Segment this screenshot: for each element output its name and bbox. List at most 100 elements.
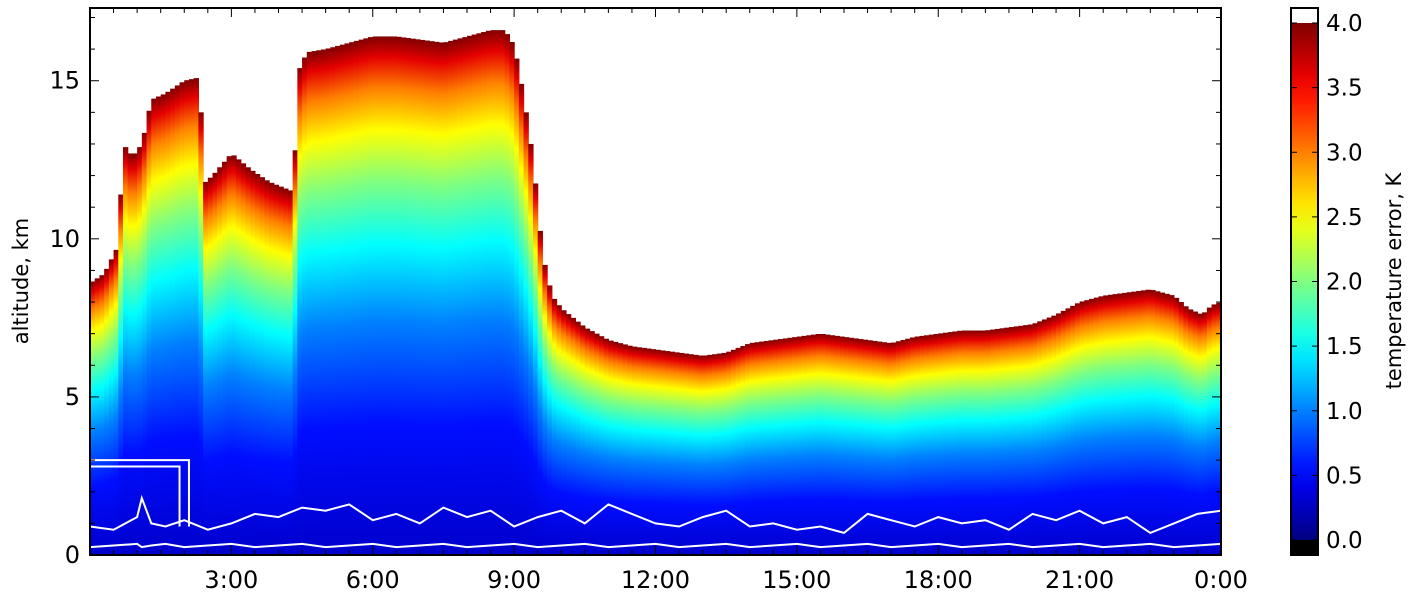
heatmap-column <box>184 80 190 555</box>
y-tick-label: 0 <box>65 541 80 569</box>
heatmap-column <box>806 335 812 555</box>
heatmap-column <box>99 275 105 555</box>
heatmap-column <box>1084 300 1090 555</box>
heatmap-column <box>537 230 543 555</box>
heatmap-column <box>928 334 935 555</box>
heatmap-column <box>900 339 906 555</box>
heatmap-column <box>490 30 496 555</box>
heatmap-column <box>693 354 699 555</box>
y-axis-label: altitude, km <box>9 218 33 345</box>
heatmap-column <box>876 341 883 555</box>
heatmap-column <box>782 338 789 555</box>
heatmap-column <box>316 50 322 555</box>
heatmap-column <box>575 321 581 555</box>
heatmap-column <box>1018 325 1024 555</box>
heatmap-column <box>688 354 694 555</box>
heatmap-column <box>467 35 473 555</box>
heatmap-column <box>495 30 501 555</box>
heatmap-column <box>594 333 600 555</box>
heatmap-column <box>104 268 110 555</box>
heatmap-column <box>787 337 793 555</box>
heatmap-column <box>636 347 642 555</box>
heatmap-column <box>287 190 294 555</box>
heatmap-column <box>382 36 388 555</box>
heatmap-column <box>481 32 487 555</box>
heatmap-column <box>396 36 402 555</box>
heatmap-column <box>1117 293 1123 555</box>
heatmap-column <box>551 298 558 555</box>
heatmap-column <box>363 38 369 555</box>
heatmap-column <box>721 352 727 555</box>
heatmap-column <box>655 349 661 555</box>
heatmap-column <box>971 330 977 555</box>
heatmap-column <box>622 344 628 555</box>
heatmap-column <box>221 161 228 555</box>
heatmap-column <box>151 98 157 555</box>
heatmap-column <box>137 147 143 555</box>
heatmap-column <box>250 170 256 555</box>
colorbar-label: temperature error, K <box>1382 171 1406 389</box>
heatmap-column <box>1150 290 1156 555</box>
colorbar-tick-label: 0.5 <box>1326 463 1363 489</box>
heatmap-column <box>188 79 195 555</box>
cloud-contour-line <box>90 459 190 527</box>
colorbar-tick-label: 3.5 <box>1326 76 1363 102</box>
heatmap-column <box>118 194 124 555</box>
heatmap-column <box>759 341 765 555</box>
heatmap-column <box>975 330 982 555</box>
heatmap-column <box>617 343 624 555</box>
heatmap-column <box>735 347 741 555</box>
x-tick-label: 3:00 <box>204 566 258 594</box>
heatmap-column <box>580 325 586 555</box>
heatmap-column <box>1122 292 1128 555</box>
heatmap-column <box>1065 308 1071 555</box>
heatmap-column <box>504 34 511 555</box>
heatmap-column <box>476 33 482 555</box>
heatmap-column <box>462 37 468 555</box>
heatmap-column <box>438 42 445 555</box>
heatmap-column <box>801 335 807 555</box>
heatmap-column <box>245 167 251 555</box>
heatmap-column <box>1136 290 1142 555</box>
heatmap-column <box>608 340 614 555</box>
heatmap-column <box>1060 310 1067 555</box>
x-tick-label: 12:00 <box>621 566 690 594</box>
heatmap-column <box>952 331 958 555</box>
heatmap-column <box>1159 292 1166 555</box>
heatmap-column <box>179 82 185 555</box>
heatmap-column <box>283 188 289 555</box>
heatmap-column <box>1131 291 1137 555</box>
heatmap-column <box>924 335 930 555</box>
heatmap-column <box>386 36 393 555</box>
colorbar-ticks: 0.0 0.5 1.0 1.5 2.0 2.5 3.0 3.5 4.0 <box>1291 11 1363 554</box>
heatmap-column <box>1155 291 1161 555</box>
heatmap-column <box>853 338 859 555</box>
heatmap-column <box>570 317 576 555</box>
heatmap-column <box>358 39 364 555</box>
heatmap-column <box>217 167 223 555</box>
heatmap-column <box>1192 311 1199 555</box>
heatmap-column <box>1032 323 1038 555</box>
heatmap-column <box>778 339 784 555</box>
heatmap-column <box>108 259 115 555</box>
heatmap-column <box>707 354 713 555</box>
heatmap-column <box>532 183 539 555</box>
heatmap-column <box>368 37 374 555</box>
heatmap-column <box>278 186 284 555</box>
heatmap-column <box>320 49 327 555</box>
heatmap-column <box>146 110 152 555</box>
heatmap-column <box>867 340 873 555</box>
heatmap-column <box>815 333 822 555</box>
heatmap-column <box>1173 297 1180 555</box>
heatmap-column <box>1202 312 1208 555</box>
heatmap-column <box>942 332 949 555</box>
colorbar-tick-label: 4.0 <box>1326 11 1363 37</box>
heatmap-column <box>754 342 760 555</box>
heatmap-column <box>966 330 972 555</box>
heatmap-column <box>113 249 119 555</box>
x-tick-label: 6:00 <box>346 566 400 594</box>
heatmap-column <box>792 337 798 555</box>
heatmap-column <box>980 330 986 555</box>
heatmap-column <box>1140 290 1147 555</box>
heatmap-column <box>452 39 459 555</box>
